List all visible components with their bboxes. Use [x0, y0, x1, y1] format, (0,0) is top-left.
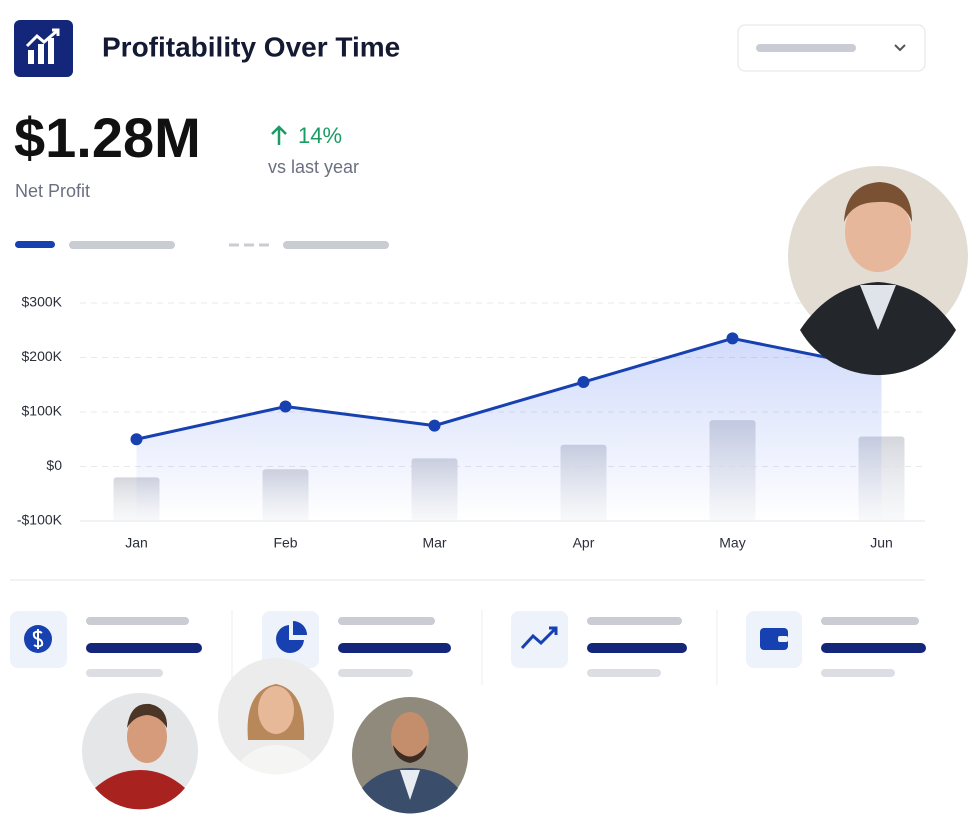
point — [726, 332, 739, 345]
placeholder — [821, 643, 926, 653]
y-tick-label: -$100K — [17, 512, 63, 528]
up-arrow — [271, 125, 287, 145]
placeholder — [86, 669, 163, 677]
avatar — [788, 166, 968, 376]
legend-placeholder — [283, 241, 389, 249]
wallet-icon — [760, 628, 788, 650]
placeholder — [587, 669, 661, 677]
x-tick-label: Jun — [870, 535, 893, 551]
title: Profitability Over Time — [102, 31, 400, 62]
kpi-value: $1.28M — [14, 106, 201, 169]
y-tick-label: $300K — [22, 294, 63, 310]
x-tick-label: Jan — [125, 535, 148, 551]
avatar — [218, 658, 334, 775]
chart-layer: -$100K $0 $100K $200K $300K Jan Feb Mar Apr May Ju… — [17, 294, 925, 551]
x-tick-label: Apr — [573, 535, 595, 551]
chevron — [894, 44, 906, 52]
y-tick-label: $200K — [22, 348, 63, 364]
pie-icon — [276, 625, 304, 653]
line-area — [136, 338, 882, 521]
dropdown-placeholder — [756, 44, 856, 52]
dollar-glyph — [32, 629, 44, 649]
placeholder — [86, 643, 202, 653]
placeholder — [86, 617, 189, 625]
line — [136, 336, 882, 441]
legend-placeholder — [69, 241, 175, 249]
x-tick-label: May — [719, 535, 745, 551]
placeholder — [338, 617, 435, 625]
kpi-change: 14% — [298, 123, 342, 148]
point — [130, 433, 143, 446]
placeholder — [821, 617, 919, 625]
placeholder — [587, 617, 682, 625]
stat-cards — [10, 610, 926, 685]
y-tick-label: $0 — [46, 457, 62, 473]
point — [279, 400, 292, 413]
pie-icon — [293, 621, 307, 635]
x-tick-label: Feb — [273, 535, 297, 551]
point — [428, 419, 441, 432]
legend-swatch — [15, 241, 55, 248]
x-tick-label: Mar — [422, 535, 446, 551]
trend-icon — [520, 626, 558, 650]
placeholder — [821, 669, 895, 677]
placeholder — [587, 643, 687, 653]
kpi-comparison: vs last year — [268, 157, 359, 177]
icon-bars — [28, 38, 54, 64]
card-icon — [511, 611, 568, 668]
kpi-label: Net Profit — [15, 181, 90, 201]
icon-arrow — [25, 28, 60, 48]
wallet-icon — [778, 636, 788, 642]
card-icon — [262, 611, 319, 668]
y-tick-label: $100K — [22, 403, 63, 419]
avatar — [352, 697, 468, 814]
placeholder — [338, 643, 451, 653]
avatar — [82, 693, 198, 810]
point — [577, 376, 590, 389]
placeholder — [338, 669, 413, 677]
